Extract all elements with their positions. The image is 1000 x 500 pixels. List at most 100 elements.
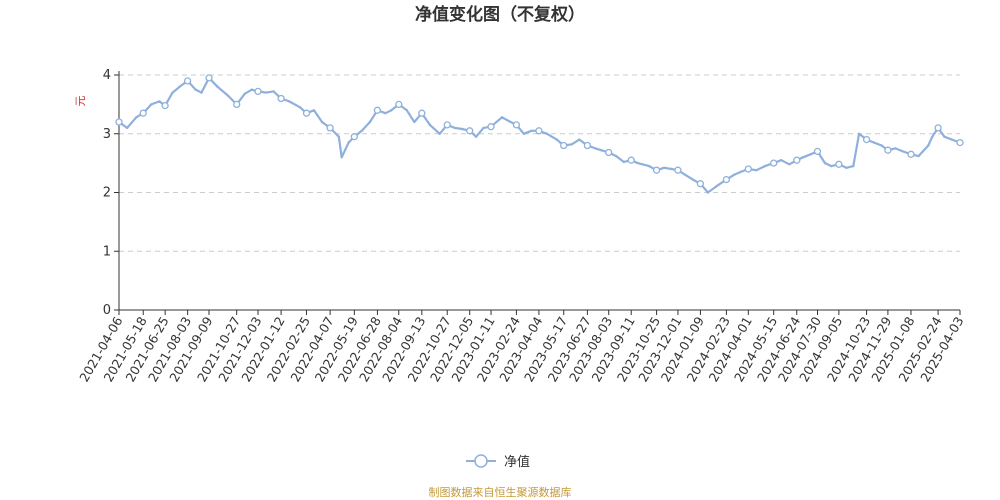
series-line-0 (118, 76, 961, 194)
data-point (706, 191, 710, 194)
data-point[interactable] (696, 180, 705, 188)
y-tick-label: 2 (103, 186, 111, 201)
source-note: 制图数据来自恒生聚源数据库 (429, 485, 572, 499)
data-point[interactable] (722, 175, 731, 184)
data-point[interactable] (205, 74, 213, 82)
data-point (360, 129, 363, 132)
data-point (428, 123, 432, 127)
data-point (857, 132, 861, 135)
data-point (691, 178, 695, 181)
data-point[interactable] (443, 121, 451, 129)
data-point[interactable] (512, 121, 521, 129)
data-point[interactable] (326, 124, 334, 132)
data-point[interactable] (277, 94, 285, 103)
data-point (405, 109, 408, 112)
data-point (438, 132, 441, 135)
data-point[interactable] (350, 133, 358, 141)
data-point (194, 88, 197, 91)
data-point[interactable] (560, 141, 568, 150)
data-point (384, 112, 387, 115)
data-point[interactable] (605, 148, 613, 157)
data-point (135, 116, 138, 119)
data-point (809, 153, 812, 156)
data-point[interactable] (139, 109, 147, 117)
y-tick-label: 4 (103, 68, 111, 83)
data-point (272, 90, 275, 93)
data-point (763, 164, 767, 168)
data-point[interactable] (302, 109, 311, 117)
data-point (931, 135, 934, 138)
data-point[interactable] (744, 165, 752, 173)
data-point (347, 141, 350, 144)
data-point (158, 100, 161, 103)
data-point (298, 106, 302, 109)
data-point[interactable] (373, 106, 382, 114)
data-point[interactable] (535, 127, 543, 135)
data-point (739, 170, 742, 174)
data-point (461, 127, 464, 131)
data-point[interactable] (627, 156, 635, 164)
data-point (368, 120, 372, 124)
data-point (880, 144, 883, 147)
data-point[interactable] (934, 124, 942, 132)
data-point[interactable] (418, 109, 426, 117)
data-point (474, 135, 478, 138)
data-point (320, 120, 324, 124)
data-point[interactable] (254, 87, 262, 96)
data-point (125, 126, 129, 130)
y-axis-label: 元 (74, 96, 87, 107)
data-point (615, 154, 618, 158)
axes (118, 71, 960, 311)
data-point[interactable] (466, 127, 474, 135)
data-point[interactable] (583, 141, 592, 150)
data-point (578, 138, 581, 141)
data-point (340, 156, 343, 159)
data-point[interactable] (813, 147, 822, 156)
data-point (830, 164, 833, 168)
data-point[interactable] (487, 123, 495, 131)
data-point[interactable] (793, 156, 801, 164)
legend-marker-icon (474, 454, 488, 468)
legend[interactable]: 净值 (466, 454, 530, 470)
data-point[interactable] (862, 135, 871, 144)
data-point[interactable] (884, 146, 892, 154)
data-point (943, 135, 946, 138)
data-point[interactable] (395, 100, 403, 109)
grid-lines (114, 74, 960, 311)
data-point (243, 92, 246, 96)
data-point (927, 144, 930, 147)
data-point[interactable] (115, 118, 123, 126)
data-point (714, 185, 718, 188)
data-point (872, 141, 876, 144)
data-point (250, 88, 253, 91)
data-point (530, 129, 533, 132)
data-point (845, 166, 848, 169)
data-point[interactable] (770, 159, 778, 167)
data-point[interactable] (233, 100, 241, 109)
data-point (755, 169, 758, 172)
data-point[interactable] (161, 101, 169, 110)
chart-title: 净值变化图（不复权） (415, 4, 585, 25)
data-point (337, 135, 340, 138)
data-point (684, 173, 687, 177)
data-point (482, 126, 485, 130)
legend-label: 净值 (504, 454, 530, 470)
data-point (901, 150, 905, 153)
data-point[interactable] (652, 166, 661, 174)
data-point (636, 161, 639, 165)
data-point (264, 91, 268, 94)
data-point (171, 91, 174, 94)
data-point[interactable] (956, 138, 964, 147)
y-tick-label: 3 (103, 127, 111, 142)
data-point[interactable] (183, 77, 192, 85)
data-point[interactable] (674, 166, 682, 174)
data-point (622, 160, 625, 164)
data-point (852, 164, 855, 168)
data-point (647, 164, 651, 168)
data-point[interactable] (907, 150, 915, 158)
data-point (780, 159, 783, 162)
data-point[interactable] (835, 160, 843, 168)
data-point (150, 103, 153, 106)
y-tick-label: 0 (103, 303, 111, 318)
